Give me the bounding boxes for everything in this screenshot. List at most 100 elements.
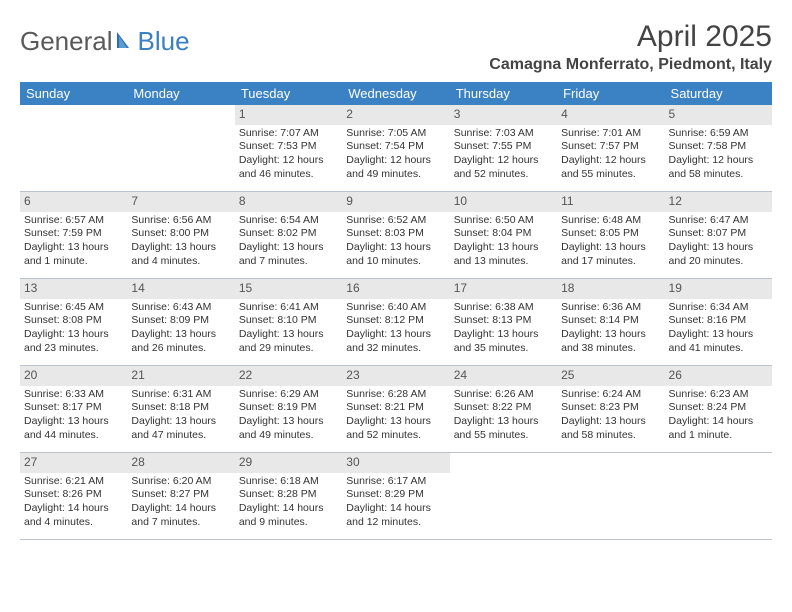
- day-body: Sunrise: 6:31 AMSunset: 8:18 PMDaylight:…: [127, 386, 234, 447]
- daylight-text: Daylight: 12 hours and 46 minutes.: [239, 154, 338, 181]
- day-number: 27: [20, 453, 127, 473]
- daylight-text: Daylight: 14 hours and 4 minutes.: [24, 502, 123, 529]
- sunset-text: Sunset: 8:17 PM: [24, 401, 123, 415]
- sunset-text: Sunset: 8:23 PM: [561, 401, 660, 415]
- day-cell: 13Sunrise: 6:45 AMSunset: 8:08 PMDayligh…: [20, 279, 127, 365]
- day-body: Sunrise: 6:28 AMSunset: 8:21 PMDaylight:…: [342, 386, 449, 447]
- sunset-text: Sunset: 8:05 PM: [561, 227, 660, 241]
- day-number: 29: [235, 453, 342, 473]
- sunset-text: Sunset: 7:53 PM: [239, 140, 338, 154]
- day-cell: 3Sunrise: 7:03 AMSunset: 7:55 PMDaylight…: [450, 105, 557, 191]
- day-body: Sunrise: 6:34 AMSunset: 8:16 PMDaylight:…: [665, 299, 772, 360]
- day-number: 9: [342, 192, 449, 212]
- sunrise-text: Sunrise: 6:29 AM: [239, 388, 338, 402]
- logo-text-blue: Blue: [138, 26, 190, 57]
- sunset-text: Sunset: 8:29 PM: [346, 488, 445, 502]
- sunrise-text: Sunrise: 7:01 AM: [561, 127, 660, 141]
- sunrise-text: Sunrise: 6:59 AM: [669, 127, 768, 141]
- daylight-text: Daylight: 13 hours and 23 minutes.: [24, 328, 123, 355]
- day-body: Sunrise: 6:57 AMSunset: 7:59 PMDaylight:…: [20, 212, 127, 273]
- day-cell: 22Sunrise: 6:29 AMSunset: 8:19 PMDayligh…: [235, 366, 342, 452]
- sunset-text: Sunset: 7:58 PM: [669, 140, 768, 154]
- day-body: Sunrise: 6:45 AMSunset: 8:08 PMDaylight:…: [20, 299, 127, 360]
- sunrise-text: Sunrise: 6:20 AM: [131, 475, 230, 489]
- sunrise-text: Sunrise: 6:31 AM: [131, 388, 230, 402]
- day-cell: 7Sunrise: 6:56 AMSunset: 8:00 PMDaylight…: [127, 192, 234, 278]
- day-body: Sunrise: 6:40 AMSunset: 8:12 PMDaylight:…: [342, 299, 449, 360]
- daylight-text: Daylight: 12 hours and 52 minutes.: [454, 154, 553, 181]
- day-cell: 15Sunrise: 6:41 AMSunset: 8:10 PMDayligh…: [235, 279, 342, 365]
- daylight-text: Daylight: 13 hours and 35 minutes.: [454, 328, 553, 355]
- sunrise-text: Sunrise: 6:50 AM: [454, 214, 553, 228]
- weekday-header: Friday: [557, 82, 664, 105]
- week-row: 13Sunrise: 6:45 AMSunset: 8:08 PMDayligh…: [20, 279, 772, 366]
- day-cell: 16Sunrise: 6:40 AMSunset: 8:12 PMDayligh…: [342, 279, 449, 365]
- day-cell: 26Sunrise: 6:23 AMSunset: 8:24 PMDayligh…: [665, 366, 772, 452]
- weekday-header-row: Sunday Monday Tuesday Wednesday Thursday…: [20, 82, 772, 105]
- sunrise-text: Sunrise: 6:21 AM: [24, 475, 123, 489]
- weekday-header: Saturday: [665, 82, 772, 105]
- day-number: 14: [127, 279, 234, 299]
- sunset-text: Sunset: 8:00 PM: [131, 227, 230, 241]
- day-cell: 19Sunrise: 6:34 AMSunset: 8:16 PMDayligh…: [665, 279, 772, 365]
- day-cell: 11Sunrise: 6:48 AMSunset: 8:05 PMDayligh…: [557, 192, 664, 278]
- day-cell: 24Sunrise: 6:26 AMSunset: 8:22 PMDayligh…: [450, 366, 557, 452]
- sunset-text: Sunset: 8:07 PM: [669, 227, 768, 241]
- weeks-container: 1Sunrise: 7:07 AMSunset: 7:53 PMDaylight…: [20, 105, 772, 540]
- sunset-text: Sunset: 8:26 PM: [24, 488, 123, 502]
- day-number: 10: [450, 192, 557, 212]
- day-body: Sunrise: 6:24 AMSunset: 8:23 PMDaylight:…: [557, 386, 664, 447]
- sunset-text: Sunset: 8:09 PM: [131, 314, 230, 328]
- sunset-text: Sunset: 8:08 PM: [24, 314, 123, 328]
- sunrise-text: Sunrise: 6:45 AM: [24, 301, 123, 315]
- sunrise-text: Sunrise: 6:47 AM: [669, 214, 768, 228]
- day-body: Sunrise: 6:48 AMSunset: 8:05 PMDaylight:…: [557, 212, 664, 273]
- daylight-text: Daylight: 13 hours and 29 minutes.: [239, 328, 338, 355]
- sunset-text: Sunset: 8:19 PM: [239, 401, 338, 415]
- day-body: Sunrise: 6:36 AMSunset: 8:14 PMDaylight:…: [557, 299, 664, 360]
- day-body: Sunrise: 6:41 AMSunset: 8:10 PMDaylight:…: [235, 299, 342, 360]
- day-cell: 9Sunrise: 6:52 AMSunset: 8:03 PMDaylight…: [342, 192, 449, 278]
- daylight-text: Daylight: 13 hours and 58 minutes.: [561, 415, 660, 442]
- sunset-text: Sunset: 8:27 PM: [131, 488, 230, 502]
- sunrise-text: Sunrise: 7:07 AM: [239, 127, 338, 141]
- sunset-text: Sunset: 8:18 PM: [131, 401, 230, 415]
- day-number: 28: [127, 453, 234, 473]
- day-number: 13: [20, 279, 127, 299]
- page: GeneralBlue April 2025 Camagna Monferrat…: [0, 0, 792, 550]
- day-cell: 25Sunrise: 6:24 AMSunset: 8:23 PMDayligh…: [557, 366, 664, 452]
- day-number: 16: [342, 279, 449, 299]
- daylight-text: Daylight: 14 hours and 12 minutes.: [346, 502, 445, 529]
- week-row: 27Sunrise: 6:21 AMSunset: 8:26 PMDayligh…: [20, 453, 772, 540]
- weekday-header: Sunday: [20, 82, 127, 105]
- sunrise-text: Sunrise: 6:52 AM: [346, 214, 445, 228]
- day-body: Sunrise: 7:01 AMSunset: 7:57 PMDaylight:…: [557, 125, 664, 186]
- day-body: Sunrise: 6:54 AMSunset: 8:02 PMDaylight:…: [235, 212, 342, 273]
- day-body: Sunrise: 6:33 AMSunset: 8:17 PMDaylight:…: [20, 386, 127, 447]
- sunrise-text: Sunrise: 7:05 AM: [346, 127, 445, 141]
- sunrise-text: Sunrise: 6:28 AM: [346, 388, 445, 402]
- sunset-text: Sunset: 8:13 PM: [454, 314, 553, 328]
- day-cell-empty: [557, 453, 664, 539]
- day-number: 19: [665, 279, 772, 299]
- day-cell: 2Sunrise: 7:05 AMSunset: 7:54 PMDaylight…: [342, 105, 449, 191]
- day-cell: 20Sunrise: 6:33 AMSunset: 8:17 PMDayligh…: [20, 366, 127, 452]
- sunrise-text: Sunrise: 7:03 AM: [454, 127, 553, 141]
- daylight-text: Daylight: 14 hours and 1 minute.: [669, 415, 768, 442]
- sunset-text: Sunset: 8:21 PM: [346, 401, 445, 415]
- day-cell-empty: [127, 105, 234, 191]
- daylight-text: Daylight: 13 hours and 32 minutes.: [346, 328, 445, 355]
- day-number: 2: [342, 105, 449, 125]
- week-row: 1Sunrise: 7:07 AMSunset: 7:53 PMDaylight…: [20, 105, 772, 192]
- sunrise-text: Sunrise: 6:18 AM: [239, 475, 338, 489]
- sunset-text: Sunset: 8:22 PM: [454, 401, 553, 415]
- day-body: Sunrise: 6:43 AMSunset: 8:09 PMDaylight:…: [127, 299, 234, 360]
- day-cell: 29Sunrise: 6:18 AMSunset: 8:28 PMDayligh…: [235, 453, 342, 539]
- daylight-text: Daylight: 14 hours and 7 minutes.: [131, 502, 230, 529]
- daylight-text: Daylight: 13 hours and 41 minutes.: [669, 328, 768, 355]
- daylight-text: Daylight: 13 hours and 49 minutes.: [239, 415, 338, 442]
- day-number: 3: [450, 105, 557, 125]
- sunrise-text: Sunrise: 6:56 AM: [131, 214, 230, 228]
- day-number: 18: [557, 279, 664, 299]
- daylight-text: Daylight: 13 hours and 1 minute.: [24, 241, 123, 268]
